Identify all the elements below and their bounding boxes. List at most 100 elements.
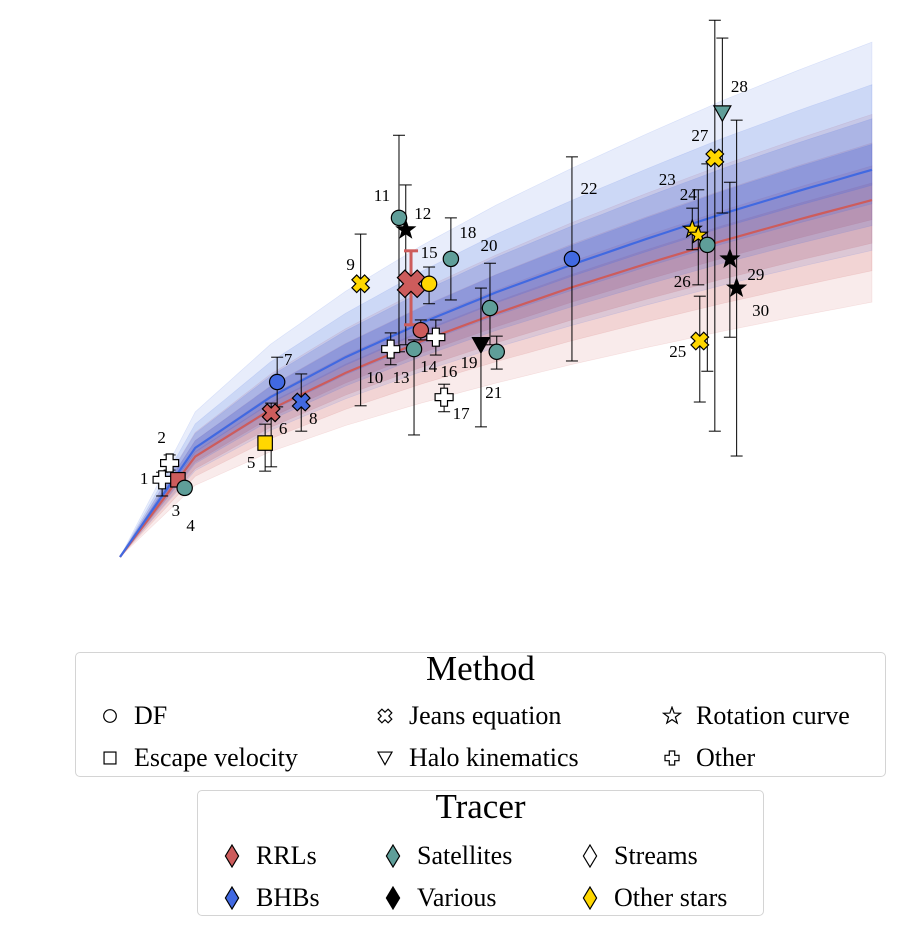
circle-marker-icon (103, 709, 117, 723)
point-label: 3 (172, 501, 181, 520)
point-label: 27 (691, 126, 709, 145)
point-label: 1 (140, 469, 149, 488)
point-label: 19 (460, 353, 477, 372)
plus-marker-icon (664, 750, 680, 766)
data-point-11 (390, 209, 408, 227)
data-point-4 (176, 479, 193, 497)
diamond-marker-icon (224, 844, 240, 868)
diamond-marker-icon (582, 844, 598, 868)
legend-item: RRLs (222, 841, 317, 871)
data-point-12 (395, 218, 417, 239)
legend-item: Various (383, 883, 496, 913)
point-label: 28 (731, 77, 748, 96)
data-markers (152, 105, 748, 497)
method-legend: Method DF Jeans equation Rotation curve Esc… (75, 649, 886, 777)
legend-item-label: DF (134, 701, 168, 730)
point-label: 15 (421, 243, 438, 262)
diamond-marker-icon (582, 886, 598, 910)
point-label: 24 (680, 185, 698, 204)
error-bar (693, 295, 706, 403)
diamond-marker-icon (224, 886, 240, 910)
data-point-14 (412, 321, 430, 339)
diamond-marker-icon (224, 844, 240, 868)
point-label: 20 (480, 236, 497, 255)
error-bar (354, 233, 367, 407)
x-marker-icon (377, 708, 393, 724)
triangle-down-marker-icon (376, 751, 394, 766)
data-point-21 (488, 343, 506, 361)
point-label: 7 (284, 350, 293, 369)
tracer-legend-title: Tracer (435, 787, 526, 826)
point-label: 23 (659, 170, 676, 189)
method-legend-title: Method (426, 649, 535, 688)
data-point-5 (257, 435, 273, 451)
data-point-17 (434, 387, 454, 407)
point-label: 30 (752, 301, 769, 320)
data-point-15 (420, 275, 438, 293)
point-label: 8 (309, 409, 318, 428)
diamond-marker-icon (582, 844, 598, 868)
data-point-19 (471, 336, 491, 355)
diamond-marker-icon (385, 844, 401, 868)
point-label: 13 (393, 368, 410, 387)
legend-item: Other (662, 743, 755, 773)
point-label: 18 (459, 223, 476, 242)
legend-item: Streams (580, 841, 698, 871)
data-point-6 (261, 403, 281, 423)
triangle-down-marker-icon (376, 751, 394, 766)
legend-item: Other stars (580, 883, 727, 913)
point-label: 12 (414, 204, 431, 223)
data-point-28 (712, 105, 732, 123)
diamond-marker-icon (385, 844, 401, 868)
model-curve (119, 168, 873, 558)
point-label: 6 (279, 419, 288, 438)
point-label: 29 (747, 265, 764, 284)
point-label: 2 (157, 428, 166, 447)
legend-item: Satellites (383, 841, 512, 871)
data-point-22 (563, 250, 581, 268)
point-label: 16 (440, 362, 457, 381)
diamond-marker-icon (385, 886, 401, 910)
error-bar (716, 37, 729, 214)
error-bar (708, 19, 721, 432)
data-point-26 (699, 236, 716, 254)
point-label: 17 (453, 404, 471, 423)
tracer-legend: Tracer RRLs Satellites Streams BHBs Various O… (197, 787, 764, 916)
plus-marker-icon (664, 750, 680, 766)
legend-item: Escape velocity (100, 743, 298, 773)
legend-item-label: Rotation curve (696, 701, 850, 730)
data-point-highlight (396, 269, 426, 299)
legend-item: BHBs (222, 883, 320, 913)
point-label: 9 (346, 255, 355, 274)
data-point-13 (405, 340, 423, 358)
data-point-9 (351, 274, 371, 294)
point-label: 5 (247, 453, 256, 472)
uncertainty-band (119, 165, 873, 558)
x-marker-icon (377, 708, 393, 724)
data-point-29 (719, 247, 741, 268)
data-point-24 (687, 224, 709, 245)
legend-item-label: Jeans equation (409, 701, 562, 730)
point-label: 4 (186, 516, 195, 535)
point-label: 14 (420, 357, 438, 376)
data-point-20 (481, 299, 499, 317)
point-label: 25 (669, 342, 686, 361)
point-label: 22 (580, 179, 597, 198)
data-point-1 (152, 470, 172, 490)
data-point-7 (268, 373, 286, 391)
point-label: 21 (485, 383, 502, 402)
point-label: 11 (374, 186, 390, 205)
data-point-18 (442, 250, 460, 268)
data-point-16 (426, 327, 446, 347)
square-marker-icon (103, 751, 117, 765)
legend-item: Jeans equation (375, 701, 561, 731)
legend-item-label: RRLs (256, 841, 317, 870)
star-marker-icon (662, 706, 682, 725)
data-point-30 (726, 276, 748, 298)
point-label: 10 (366, 368, 383, 387)
legend-item-label: Halo kinematics (409, 743, 579, 772)
legend-item-label: Streams (614, 841, 698, 870)
legend-item-label: Various (417, 883, 497, 912)
